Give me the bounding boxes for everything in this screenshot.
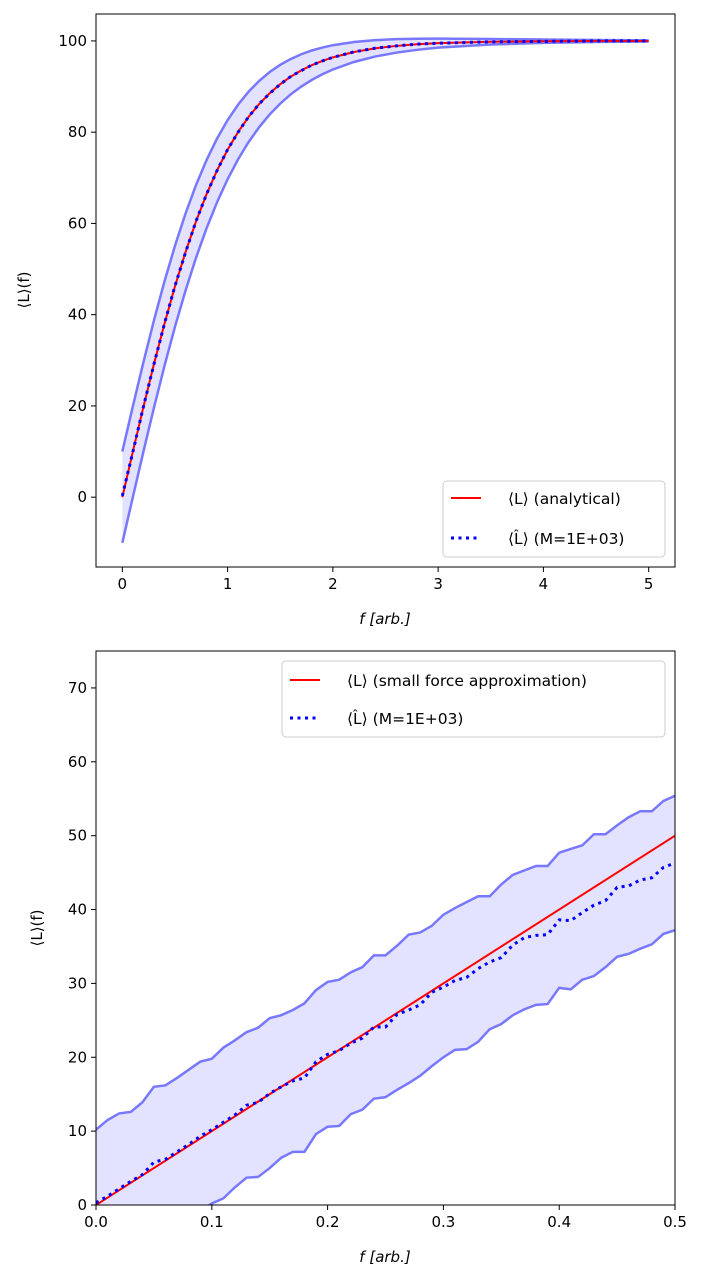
top-axes-frame (95, 13, 676, 568)
top-axes: 0 1 2 3 4 5 0 20 40 60 80 100 f [arb.] ⟨L⟩(f) ⟨L⟩ (… (15, 13, 676, 628)
y-tick-label: 40 (68, 901, 87, 919)
legend-estimate-label: ⟨L̂⟩ (M=1E+03) (508, 529, 624, 548)
y-tick-label: 30 (68, 974, 87, 992)
band-lower-line (121, 40, 649, 544)
x-tick-label: 0.2 (316, 1213, 340, 1231)
bottom-xlabel: f [arb.] (359, 1248, 411, 1266)
top-ylabel: ⟨L⟩(f) (15, 271, 33, 308)
band-upper-line (121, 37, 649, 452)
y-tick-label: 10 (68, 1122, 87, 1140)
band-upper-line (96, 794, 675, 1131)
bottom-axes-frame (95, 650, 676, 1206)
confidence-band (122, 38, 649, 543)
estimate-dotted-line (120, 39, 649, 497)
y-tick-label: 60 (68, 753, 87, 771)
bottom-axes: 0.0 0.1 0.2 0.3 0.4 0.5 0 10 20 30 40 50 60 70 f [arb… (28, 650, 687, 1266)
y-tick-label: 20 (68, 1048, 87, 1066)
x-tick-label: 0.1 (200, 1213, 224, 1231)
legend-analytical-label: ⟨L⟩ (analytical) (508, 490, 621, 508)
y-tick-label: 60 (68, 214, 87, 232)
band-lower-line (207, 929, 675, 1205)
x-tick-label: 2 (328, 575, 338, 593)
analytical-line (96, 834, 675, 1205)
y-tick-label: 20 (68, 397, 87, 415)
x-tick-label: 5 (644, 575, 654, 593)
x-tick-label: 0 (118, 575, 128, 593)
y-tick-label: 50 (68, 827, 87, 845)
confidence-band (96, 795, 675, 1205)
x-tick-label: 0.5 (663, 1213, 687, 1231)
analytical-line (121, 39, 649, 498)
y-tick-label: 0 (77, 488, 87, 506)
bottom-legend: ⟨L⟩ (small force approximation) ⟨L̂⟩ (M=… (281, 660, 666, 738)
estimate-dotted-line (96, 861, 675, 1205)
bottom-ylabel: ⟨L⟩(f) (28, 909, 46, 946)
y-tick-label: 80 (68, 123, 87, 141)
top-legend: ⟨L⟩ (analytical) ⟨L̂⟩ (M=1E+03) (442, 480, 666, 558)
legend-estimate-label: ⟨L̂⟩ (M=1E+03) (347, 709, 463, 728)
top-xlabel: f [arb.] (359, 610, 411, 628)
x-tick-label: 0.0 (84, 1213, 108, 1231)
x-tick-label: 1 (223, 575, 233, 593)
x-tick-label: 0.3 (431, 1213, 455, 1231)
y-tick-label: 70 (68, 679, 87, 697)
y-tick-label: 0 (77, 1196, 87, 1214)
y-tick-label: 40 (68, 306, 87, 324)
x-tick-label: 3 (433, 575, 443, 593)
y-tick-label: 100 (58, 32, 87, 50)
x-tick-label: 0.4 (547, 1213, 571, 1231)
x-tick-label: 4 (539, 575, 549, 593)
legend-small-force-label: ⟨L⟩ (small force approximation) (347, 672, 587, 690)
